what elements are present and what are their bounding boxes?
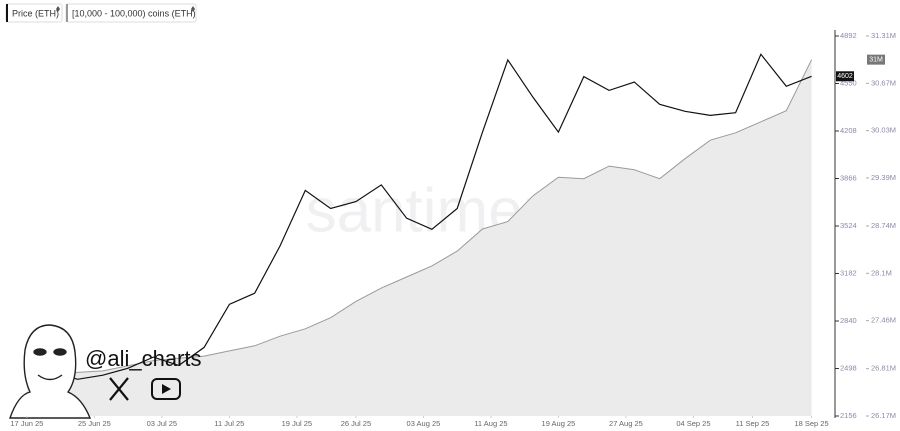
value-label: 4602 [837, 73, 853, 80]
x-tick-label: 18 Sep 25 [794, 419, 828, 428]
y-tick-label: 2156 [840, 411, 857, 420]
x-tick-label: 11 Aug 25 [474, 419, 507, 428]
y-tick-label: 3866 [840, 173, 857, 182]
y-tick-label: 4892 [840, 31, 857, 40]
x-tick-label: 17 Jun 25 [10, 419, 43, 428]
series-line [26, 59, 813, 373]
handle: @ali_charts [85, 346, 202, 371]
y2-tick-label: 28.74M [871, 221, 896, 230]
y-tick-label: 3524 [840, 221, 857, 230]
legend-label: [10,000 - 100,000) coins (ETH) [72, 8, 196, 18]
value-badge [867, 54, 885, 65]
y-tick-label: 2498 [840, 363, 857, 372]
x-tick-label: 25 Jun 25 [78, 419, 111, 428]
y-tick-label: 3182 [840, 268, 857, 277]
y-tick-label: 2840 [840, 316, 857, 325]
value-label: 31M [869, 57, 883, 64]
x-tick-label: 03 Aug 25 [407, 419, 441, 428]
y2-tick-label: 26.81M [871, 364, 896, 373]
x-tick-label: 03 Jul 25 [147, 419, 177, 428]
x-tick-label: 27 Aug 25 [609, 419, 643, 428]
y2-tick-label: 30.67M [871, 78, 896, 87]
avatar [9, 324, 92, 419]
x-tick-label: 04 Sep 25 [676, 419, 710, 428]
legend-icon [191, 6, 195, 12]
x-tick-label: 19 Aug 25 [542, 419, 576, 428]
legend-swatch [66, 4, 68, 22]
legend-label: Price (ETH) [12, 8, 59, 18]
value-badge [836, 71, 854, 82]
y2-tick-label: 31.31M [871, 31, 896, 40]
y2-tick-label: 26.17M [871, 411, 896, 420]
x-tick-label: 19 Jul 25 [282, 419, 312, 428]
y2-tick-label: 29.39M [871, 173, 896, 182]
legend-icon [56, 6, 60, 12]
legend: Price (ETH) [10,000 - 100,000) coins (ET… [5, 3, 197, 23]
y-tick-label: 4208 [840, 126, 857, 135]
y-tick-label: 4550 [840, 78, 857, 87]
series-line [26, 53, 812, 380]
x-tick-label: 26 Jul 25 [341, 419, 371, 428]
x-tick-label: 11 Jul 25 [214, 419, 244, 428]
area [26, 59, 812, 416]
youtube-icon[interactable] [151, 378, 181, 400]
x-icon[interactable] [109, 377, 129, 401]
y2-tick-label: 27.46M [871, 316, 896, 325]
legend-swatch [6, 4, 8, 22]
y2-tick-label: 30.03M [871, 126, 896, 135]
x-tick-label: 11 Sep 25 [736, 419, 770, 428]
y2-tick-label: 28.1M [871, 268, 892, 277]
